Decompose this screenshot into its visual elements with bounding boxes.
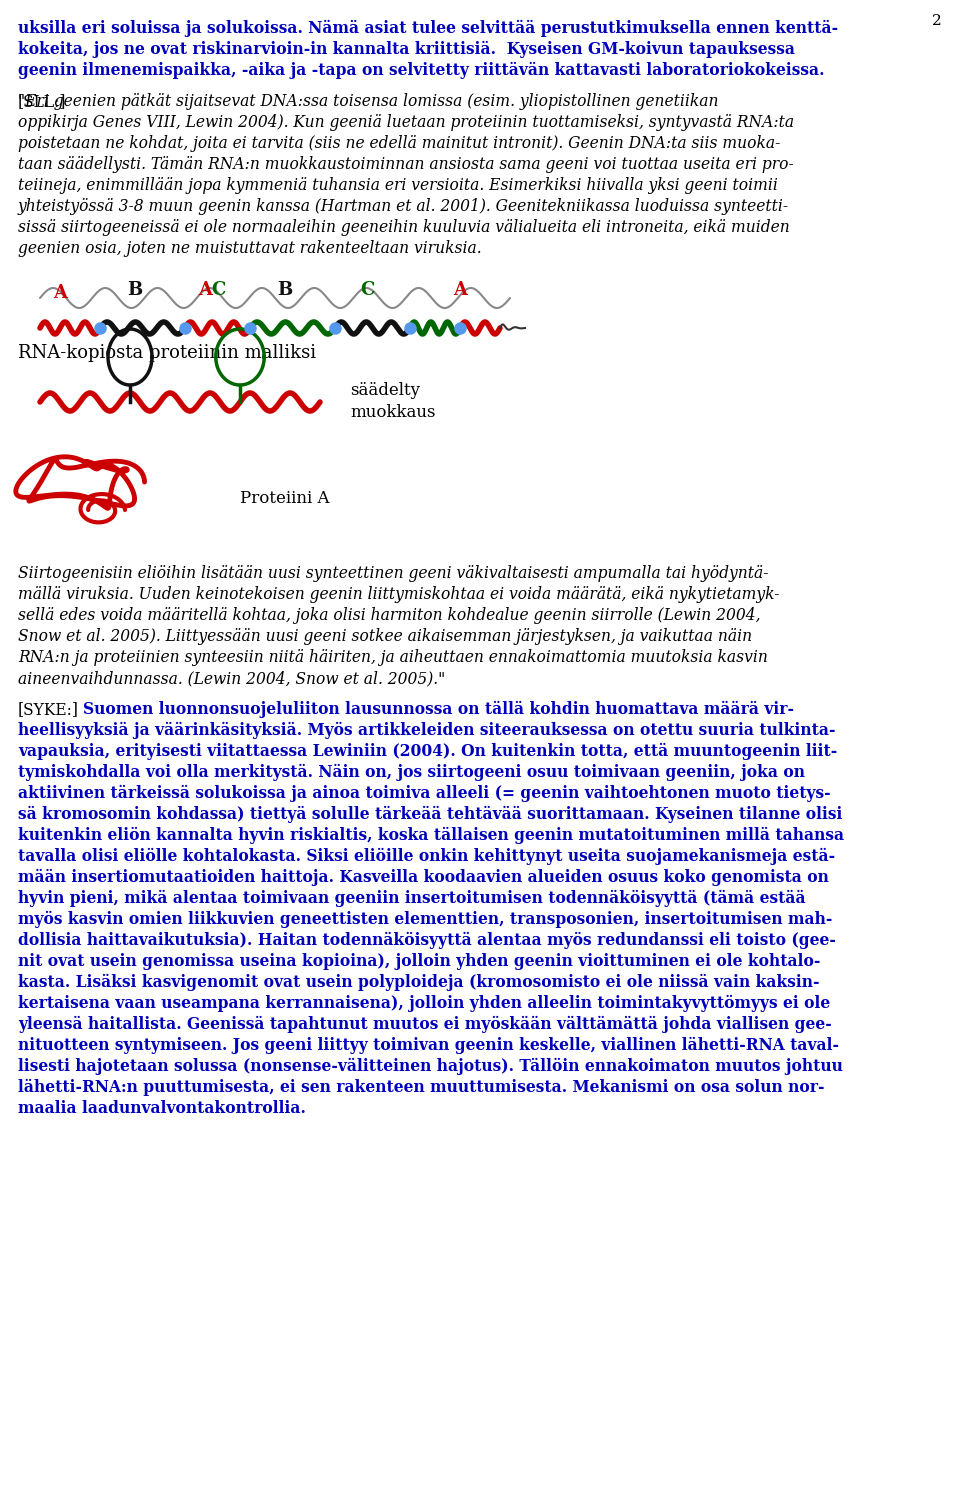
Text: tavalla olisi eliölle kohtalokasta. Siksi eliöille onkin kehittynyt useita suoja: tavalla olisi eliölle kohtalokasta. Siks… [18,848,835,865]
Text: oppikirja Genes VIII, Lewin 2004). Kun geeniä luetaan proteiinin tuottamiseksi, : oppikirja Genes VIII, Lewin 2004). Kun g… [18,114,794,130]
Text: sissä siirtogeeneissä ei ole normaaleihin geeneihin kuuluvia välialueita eli int: sissä siirtogeeneissä ei ole normaaleihi… [18,219,790,235]
Text: geenin ilmenemispaikka, -aika ja -tapa on selvitetty riittävän kattavasti labora: geenin ilmenemispaikka, -aika ja -tapa o… [18,61,825,79]
Text: RNA-kopiosta proteiinin malliksi: RNA-kopiosta proteiinin malliksi [18,343,316,361]
Text: hyvin pieni, mikä alentaa toimivaan geeniin insertoitumisen todennäköisyyttä (tä: hyvin pieni, mikä alentaa toimivaan geen… [18,890,805,907]
Text: yhteistyössä 3-8 muun geenin kanssa (Hartman et al. 2001). Geenitekniikassa luod: yhteistyössä 3-8 muun geenin kanssa (Har… [18,198,789,214]
Text: Siirtogeenisiin eliöihin lisätään uusi synteettinen geeni väkivaltaisesti ampuma: Siirtogeenisiin eliöihin lisätään uusi s… [18,565,769,582]
Text: kokeita, jos ne ovat riskinarvioin­in kannalta kriittisiä.  Kyseisen GM-koivun t: kokeita, jos ne ovat riskinarvioin­in ka… [18,40,795,58]
Text: A: A [453,280,467,298]
Text: Snow et al. 2005). Liittyessään uusi geeni sotkee aikaisemman järjestyksen, ja v: Snow et al. 2005). Liittyessään uusi gee… [18,628,752,645]
Text: kuitenkin eliön kannalta hyvin riskialtis, koska tällaisen geenin mutatoituminen: kuitenkin eliön kannalta hyvin riskialti… [18,827,844,844]
Text: geenien osia, joten ne muistuttavat rakenteeltaan viruksia.: geenien osia, joten ne muistuttavat rake… [18,240,482,256]
Text: kertaisena vaan useampana kerrannaisena), jolloin yhden alleelin toimintakyvyttö: kertaisena vaan useampana kerrannaisena)… [18,995,830,1012]
Text: A: A [53,283,67,301]
Text: Proteiini A: Proteiini A [240,490,329,507]
Text: B: B [277,280,293,298]
Text: A: A [198,280,212,298]
Text: tymiskohdalla voi olla merkitystä. Näin on, jos siirtogeeni osuu toimivaan geeni: tymiskohdalla voi olla merkitystä. Näin … [18,764,805,781]
Text: uksilla eri soluissa ja solukoissa. Nämä asiat tulee selvittää perustutkimuksell: uksilla eri soluissa ja solukoissa. Nämä… [18,19,838,37]
Text: nituotteen syntymiseen. Jos geeni liittyy toimivan geenin keskelle, viallinen lä: nituotteen syntymiseen. Jos geeni liitty… [18,1037,839,1054]
Text: C: C [211,280,226,298]
Text: sellä edes voida määritellä kohtaa, joka olisi harmiton kohdealue geenin siirrol: sellä edes voida määritellä kohtaa, joka… [18,607,760,624]
Text: [SYKE:]: [SYKE:] [18,702,79,718]
Text: dollisia haittavaikutuksia). Haitan todennäköisyyttä alentaa myös redundanssi el: dollisia haittavaikutuksia). Haitan tode… [18,932,836,949]
Text: lähetti-RNA:n puuttumisesta, ei sen rakenteen muuttumisesta. Mekanismi on osa so: lähetti-RNA:n puuttumisesta, ei sen rake… [18,1079,825,1096]
Text: Suomen luonnonsuojeluliiton lausunnossa on tällä kohdin huomattava määrä vir-: Suomen luonnonsuojeluliiton lausunnossa … [83,702,794,718]
Text: [SLL:]: [SLL:] [18,93,66,109]
Text: B: B [128,280,143,298]
Text: vapauksia, erityisesti viitattaessa Lewiniin (2004). On kuitenkin totta, että mu: vapauksia, erityisesti viitattaessa Lewi… [18,744,837,760]
Text: aineenvaihdunnassa. (Lewin 2004, Snow et al. 2005).": aineenvaihdunnassa. (Lewin 2004, Snow et… [18,670,445,687]
Text: "Eri geenien pätkät sijaitsevat DNA:ssa toisensa lomissa (esim. yliopistollinen : "Eri geenien pätkät sijaitsevat DNA:ssa … [18,93,718,109]
Text: säädelty
muokkaus: säädelty muokkaus [350,382,436,421]
Text: lisesti hajotetaan solussa (nonsense-välitteinen hajotus). Tällöin ennakoimaton : lisesti hajotetaan solussa (nonsense-väl… [18,1058,843,1075]
Text: mään insertiomutaatioiden haittoja. Kasveilla koodaavien alueiden osuus koko gen: mään insertiomutaatioiden haittoja. Kasv… [18,869,828,886]
Text: heellisyyksiä ja väärinkäsityksiä. Myös artikkeleiden siteerauksessa on otettu s: heellisyyksiä ja väärinkäsityksiä. Myös … [18,723,835,739]
Text: sä kromosomin kohdassa) tiettyä solulle tärkeää tehtävää suorittamaan. Kyseinen : sä kromosomin kohdassa) tiettyä solulle … [18,806,842,823]
Text: poistetaan ne kohdat, joita ei tarvita (siis ne edellä mainitut intronit). Geeni: poistetaan ne kohdat, joita ei tarvita (… [18,135,780,151]
Text: taan säädellysti. Tämän RNA:n muokkaustoiminnan ansiosta sama geeni voi tuottaa : taan säädellysti. Tämän RNA:n muokkausto… [18,156,794,172]
Text: myös kasvin omien liikkuvien geneettisten elementtien, transposonien, insertoitu: myös kasvin omien liikkuvien geneettiste… [18,911,832,928]
Text: RNA:n ja proteiinien synteesiin niitä häiriten, ja aiheuttaen ennakoimattomia mu: RNA:n ja proteiinien synteesiin niitä hä… [18,649,768,666]
Text: mällä viruksia. Uuden keinotekoisen geenin liittymiskohtaa ei voida määrätä, eik: mällä viruksia. Uuden keinotekoisen geen… [18,586,780,603]
Text: aktiivinen tärkeissä solukoissa ja ainoa toimiva alleeli (= geenin vaihtoehtonen: aktiivinen tärkeissä solukoissa ja ainoa… [18,785,830,802]
Text: maalia laadunvalvontakontrollia.: maalia laadunvalvontakontrollia. [18,1100,306,1117]
Text: 2: 2 [932,13,942,28]
Text: yleensä haitallista. Geenissä tapahtunut muutos ei myöskään välttämättä johda vi: yleensä haitallista. Geenissä tapahtunut… [18,1016,831,1033]
Text: teiineja, enimmillään jopa kymmeniä tuhansia eri versioita. Esimerkiksi hiivalla: teiineja, enimmillään jopa kymmeniä tuha… [18,177,778,193]
Text: nit ovat usein genomissa useina kopioina), jolloin yhden geenin vioittuminen ei : nit ovat usein genomissa useina kopioina… [18,953,821,970]
Text: kasta. Lisäksi kasvigenomit ovat usein polyploideja (kromosomisto ei ole niissä : kasta. Lisäksi kasvigenomit ovat usein p… [18,974,820,991]
Text: C: C [360,280,374,298]
